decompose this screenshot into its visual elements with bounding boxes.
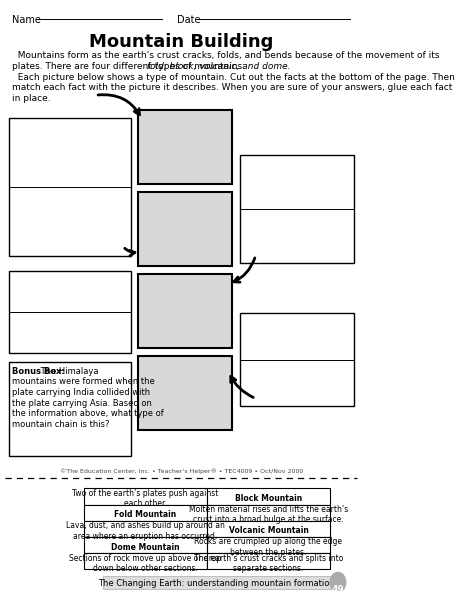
Text: Bonus Box:: Bonus Box: <box>12 367 65 376</box>
Bar <box>84 553 207 570</box>
Text: Mountains form as the earth’s crust cracks, folds, and bends because of the move: Mountains form as the earth’s crust crac… <box>12 51 439 60</box>
Text: match each fact with the picture it describes. When you are sure of your answers: match each fact with the picture it desc… <box>12 84 452 93</box>
Text: The Himalaya: The Himalaya <box>38 367 99 376</box>
Text: The earth’s crust cracks and splits into
separate sections.: The earth’s crust cracks and splits into… <box>193 553 342 573</box>
Text: plate carrying India collided with: plate carrying India collided with <box>12 387 150 396</box>
Circle shape <box>330 573 345 592</box>
Text: fold, block, volcanic, and dome.: fold, block, volcanic, and dome. <box>147 61 290 70</box>
Text: Two of the earth’s plates push against
each other.: Two of the earth’s plates push against e… <box>72 489 218 508</box>
Text: Molten material rises and lifts the earth’s
crust into a broad bulge at the surf: Molten material rises and lifts the eart… <box>188 505 347 524</box>
Text: Block Mountain: Block Mountain <box>234 494 302 503</box>
Bar <box>84 488 207 504</box>
Bar <box>207 488 330 504</box>
Bar <box>103 577 333 589</box>
Bar <box>240 155 353 263</box>
Text: mountains were formed when the: mountains were formed when the <box>12 377 155 386</box>
Text: Sections of rock move up above or drop
down below other sections.: Sections of rock move up above or drop d… <box>69 553 221 573</box>
Bar <box>84 521 207 537</box>
Text: Volcanic Mountain: Volcanic Mountain <box>228 527 308 536</box>
Text: The Changing Earth: understanding mountain formation: The Changing Earth: understanding mounta… <box>98 579 334 589</box>
Bar <box>207 521 330 537</box>
Text: Dome Mountain: Dome Mountain <box>111 543 179 552</box>
Bar <box>9 362 130 456</box>
Text: Fold Mountain: Fold Mountain <box>114 510 176 519</box>
Text: Lava, dust, and ashes build up around an
area where an eruption has occurred.: Lava, dust, and ashes build up around an… <box>66 521 224 541</box>
Bar <box>207 553 330 570</box>
Bar <box>138 274 232 348</box>
Text: in place.: in place. <box>12 94 51 103</box>
Text: Mountain Building: Mountain Building <box>89 33 273 51</box>
Text: the information above, what type of: the information above, what type of <box>12 410 164 418</box>
Bar <box>138 192 232 266</box>
Text: Name: Name <box>12 15 41 25</box>
Bar <box>207 537 330 553</box>
Text: Rocks are crumpled up along the edge
between the plates.: Rocks are crumpled up along the edge bet… <box>194 537 341 557</box>
Text: 49: 49 <box>331 585 343 594</box>
Text: Each picture below shows a type of mountain. Cut out the facts at the bottom of : Each picture below shows a type of mount… <box>12 72 454 82</box>
Bar <box>84 537 207 553</box>
Bar <box>9 271 130 353</box>
Text: plates. There are four different types of mountains:: plates. There are four different types o… <box>12 61 248 70</box>
Bar <box>138 110 232 184</box>
Bar <box>84 504 207 521</box>
Bar <box>207 504 330 521</box>
Bar <box>240 313 353 407</box>
Bar <box>138 356 232 430</box>
Bar <box>9 118 130 256</box>
Text: ©The Education Center, Inc. • Teacher’s Helper® • TEC4009 • Oct/Nov 2000: ©The Education Center, Inc. • Teacher’s … <box>60 469 302 475</box>
Text: the plate carrying Asia. Based on: the plate carrying Asia. Based on <box>12 399 152 408</box>
Text: mountain chain is this?: mountain chain is this? <box>12 420 110 429</box>
Text: Date: Date <box>177 15 201 25</box>
